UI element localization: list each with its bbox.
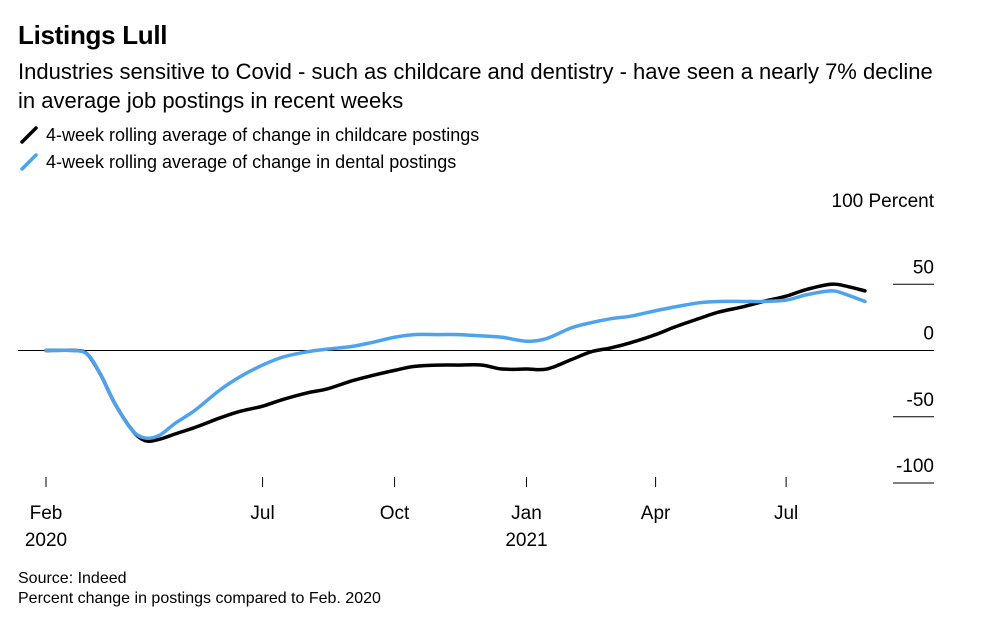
y-tick-label: -100 bbox=[896, 456, 934, 477]
legend-swatch-line-dental bbox=[20, 153, 38, 171]
y-tick-label: -50 bbox=[907, 390, 934, 411]
chart-footer: Source: Indeed Percent change in posting… bbox=[18, 569, 381, 609]
legend-swatch-dental bbox=[20, 153, 38, 171]
y-tick-label: 100 Percent bbox=[832, 191, 935, 212]
footnote: Percent change in postings compared to F… bbox=[18, 590, 381, 607]
x-tick-label: Oct bbox=[380, 503, 410, 524]
legend-item-dental: 4-week rolling average of change in dent… bbox=[18, 151, 456, 173]
x-tick-label: Feb bbox=[30, 503, 63, 524]
y-tick-label: 50 bbox=[913, 257, 934, 278]
legend-item-childcare: 4-week rolling average of change in chil… bbox=[18, 124, 479, 146]
x-tick-label: Jan bbox=[511, 503, 542, 524]
chart-subtitle: Industries sensitive to Covid - such as … bbox=[18, 59, 933, 113]
legend-swatch-childcare bbox=[20, 126, 38, 144]
y-tick-label: 0 bbox=[923, 324, 934, 345]
chart-title: Listings Lull bbox=[18, 20, 168, 50]
x-tick-sublabel: 2020 bbox=[25, 530, 67, 551]
source-note: Source: Indeed bbox=[18, 570, 127, 587]
legend-swatch-line-childcare bbox=[20, 126, 38, 144]
legend-label-childcare: 4-week rolling average of change in chil… bbox=[46, 124, 480, 145]
x-tick-label: Apr bbox=[641, 503, 671, 524]
series-line-dental bbox=[44, 289, 867, 440]
series-line-childcare bbox=[44, 282, 867, 443]
x-tick-label: Jul bbox=[774, 503, 798, 524]
x-tick-sublabel: 2021 bbox=[505, 530, 547, 551]
legend-label-dental: 4-week rolling average of change in dent… bbox=[46, 151, 457, 172]
x-tick-label: Jul bbox=[250, 503, 274, 524]
